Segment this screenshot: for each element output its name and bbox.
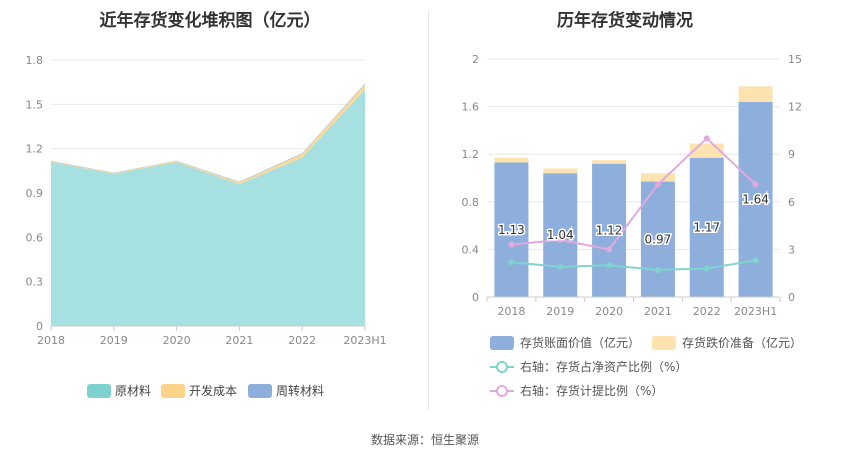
left-legend-swatch <box>161 384 185 398</box>
left-legend-label: 周转材料 <box>276 383 324 398</box>
right-legend-marker <box>496 361 508 373</box>
bar-data-label: 1.13 <box>498 223 525 237</box>
right-y2-tick-label: 12 <box>788 101 802 114</box>
line-point-2 <box>654 181 661 188</box>
right-y2-tick-label: 3 <box>788 243 795 256</box>
bar-data-label: 1.17 <box>693 220 720 234</box>
line-point-1 <box>606 262 613 269</box>
bar-impairment <box>592 160 627 164</box>
left-x-tick-label: 2021 <box>225 334 253 347</box>
left-chart-title: 近年存货变化堆积图（亿元） <box>99 11 321 31</box>
left-y-tick-label: 0.3 <box>26 276 44 289</box>
line-point-2 <box>508 241 515 248</box>
right-legend-label: 存货账面价值（亿元） <box>520 335 640 350</box>
right-x-tick-label: 2023H1 <box>734 305 777 318</box>
left-y-tick-label: 1.8 <box>26 54 44 67</box>
right-legend-label: 右轴：存货占净资产比例（%） <box>520 359 687 374</box>
bar-impairment <box>543 168 578 174</box>
right-y2-tick-label: 15 <box>788 53 802 66</box>
line-point-2 <box>557 236 564 243</box>
right-y2-tick-label: 0 <box>788 291 795 304</box>
line-point-2 <box>703 135 710 142</box>
left-y-tick-label: 1.2 <box>26 143 44 156</box>
right-y-tick-label: 0 <box>472 291 479 304</box>
left-y-tick-label: 1.5 <box>26 98 44 111</box>
right-y-tick-label: 0.4 <box>462 243 480 256</box>
bar-impairment <box>494 157 529 163</box>
bar-data-label: 1.04 <box>547 228 574 242</box>
right-y-tick-label: 1.6 <box>462 101 480 114</box>
right-x-tick-label: 2019 <box>546 305 574 318</box>
bar-impairment <box>640 173 675 182</box>
right-legend-label: 右轴：存货计提比例（%） <box>520 383 663 398</box>
right-x-tick-label: 2020 <box>595 305 623 318</box>
line-point-1 <box>752 257 759 264</box>
line-point-1 <box>508 259 515 266</box>
bar-data-label: 1.64 <box>742 192 769 206</box>
left-legend-label: 原材料 <box>115 384 151 398</box>
right-x-tick-label: 2022 <box>693 305 721 318</box>
right-x-tick-label: 2018 <box>497 305 525 318</box>
left-x-tick-label: 2019 <box>100 334 128 347</box>
bar-book-value <box>494 162 529 297</box>
left-y-tick-label: 0 <box>36 320 43 333</box>
left-x-tick-label: 2023H1 <box>343 334 386 347</box>
left-legend-swatch <box>87 384 111 398</box>
left-x-tick-label: 2018 <box>37 334 65 347</box>
right-legend-swatch <box>490 336 514 350</box>
line-series-1 <box>511 259 756 272</box>
line-point-1 <box>654 267 661 274</box>
right-y-tick-label: 2 <box>472 53 479 66</box>
line-point-2 <box>752 181 759 188</box>
right-y-tick-label: 1.2 <box>462 148 480 161</box>
left-legend-swatch <box>248 384 272 398</box>
bar-book-value <box>592 163 627 297</box>
left-x-tick-label: 2022 <box>288 334 316 347</box>
line-series-2 <box>511 136 757 251</box>
right-y2-tick-label: 6 <box>788 196 795 209</box>
source-note: 数据来源：恒生聚源 <box>370 433 479 447</box>
bar-data-label: 0.97 <box>645 232 672 246</box>
chart-divider <box>428 10 429 410</box>
left-y-tick-label: 0.6 <box>26 231 44 244</box>
bar-book-value <box>738 101 773 297</box>
line-point-1 <box>557 263 564 270</box>
bar-impairment <box>738 86 773 102</box>
right-legend-label: 存货跌价准备（亿元） <box>682 335 802 350</box>
left-legend-label: 开发成本 <box>189 383 237 398</box>
right-chart-title: 历年存货变动情况 <box>557 11 693 31</box>
left-y-tick-label: 0.9 <box>26 187 44 200</box>
bar-data-label: 1.12 <box>596 223 623 237</box>
right-legend-marker <box>496 385 508 397</box>
line-point-1 <box>703 265 710 272</box>
right-y-tick-label: 0.8 <box>462 196 480 209</box>
left-x-tick-label: 2020 <box>163 334 191 347</box>
right-legend-swatch <box>652 336 676 350</box>
area-series-1 <box>51 89 365 326</box>
bar-book-value <box>543 173 578 297</box>
line-point-2 <box>606 246 613 253</box>
right-y2-tick-label: 9 <box>788 148 795 161</box>
bar-book-value <box>689 157 724 297</box>
right-x-tick-label: 2021 <box>644 305 672 318</box>
